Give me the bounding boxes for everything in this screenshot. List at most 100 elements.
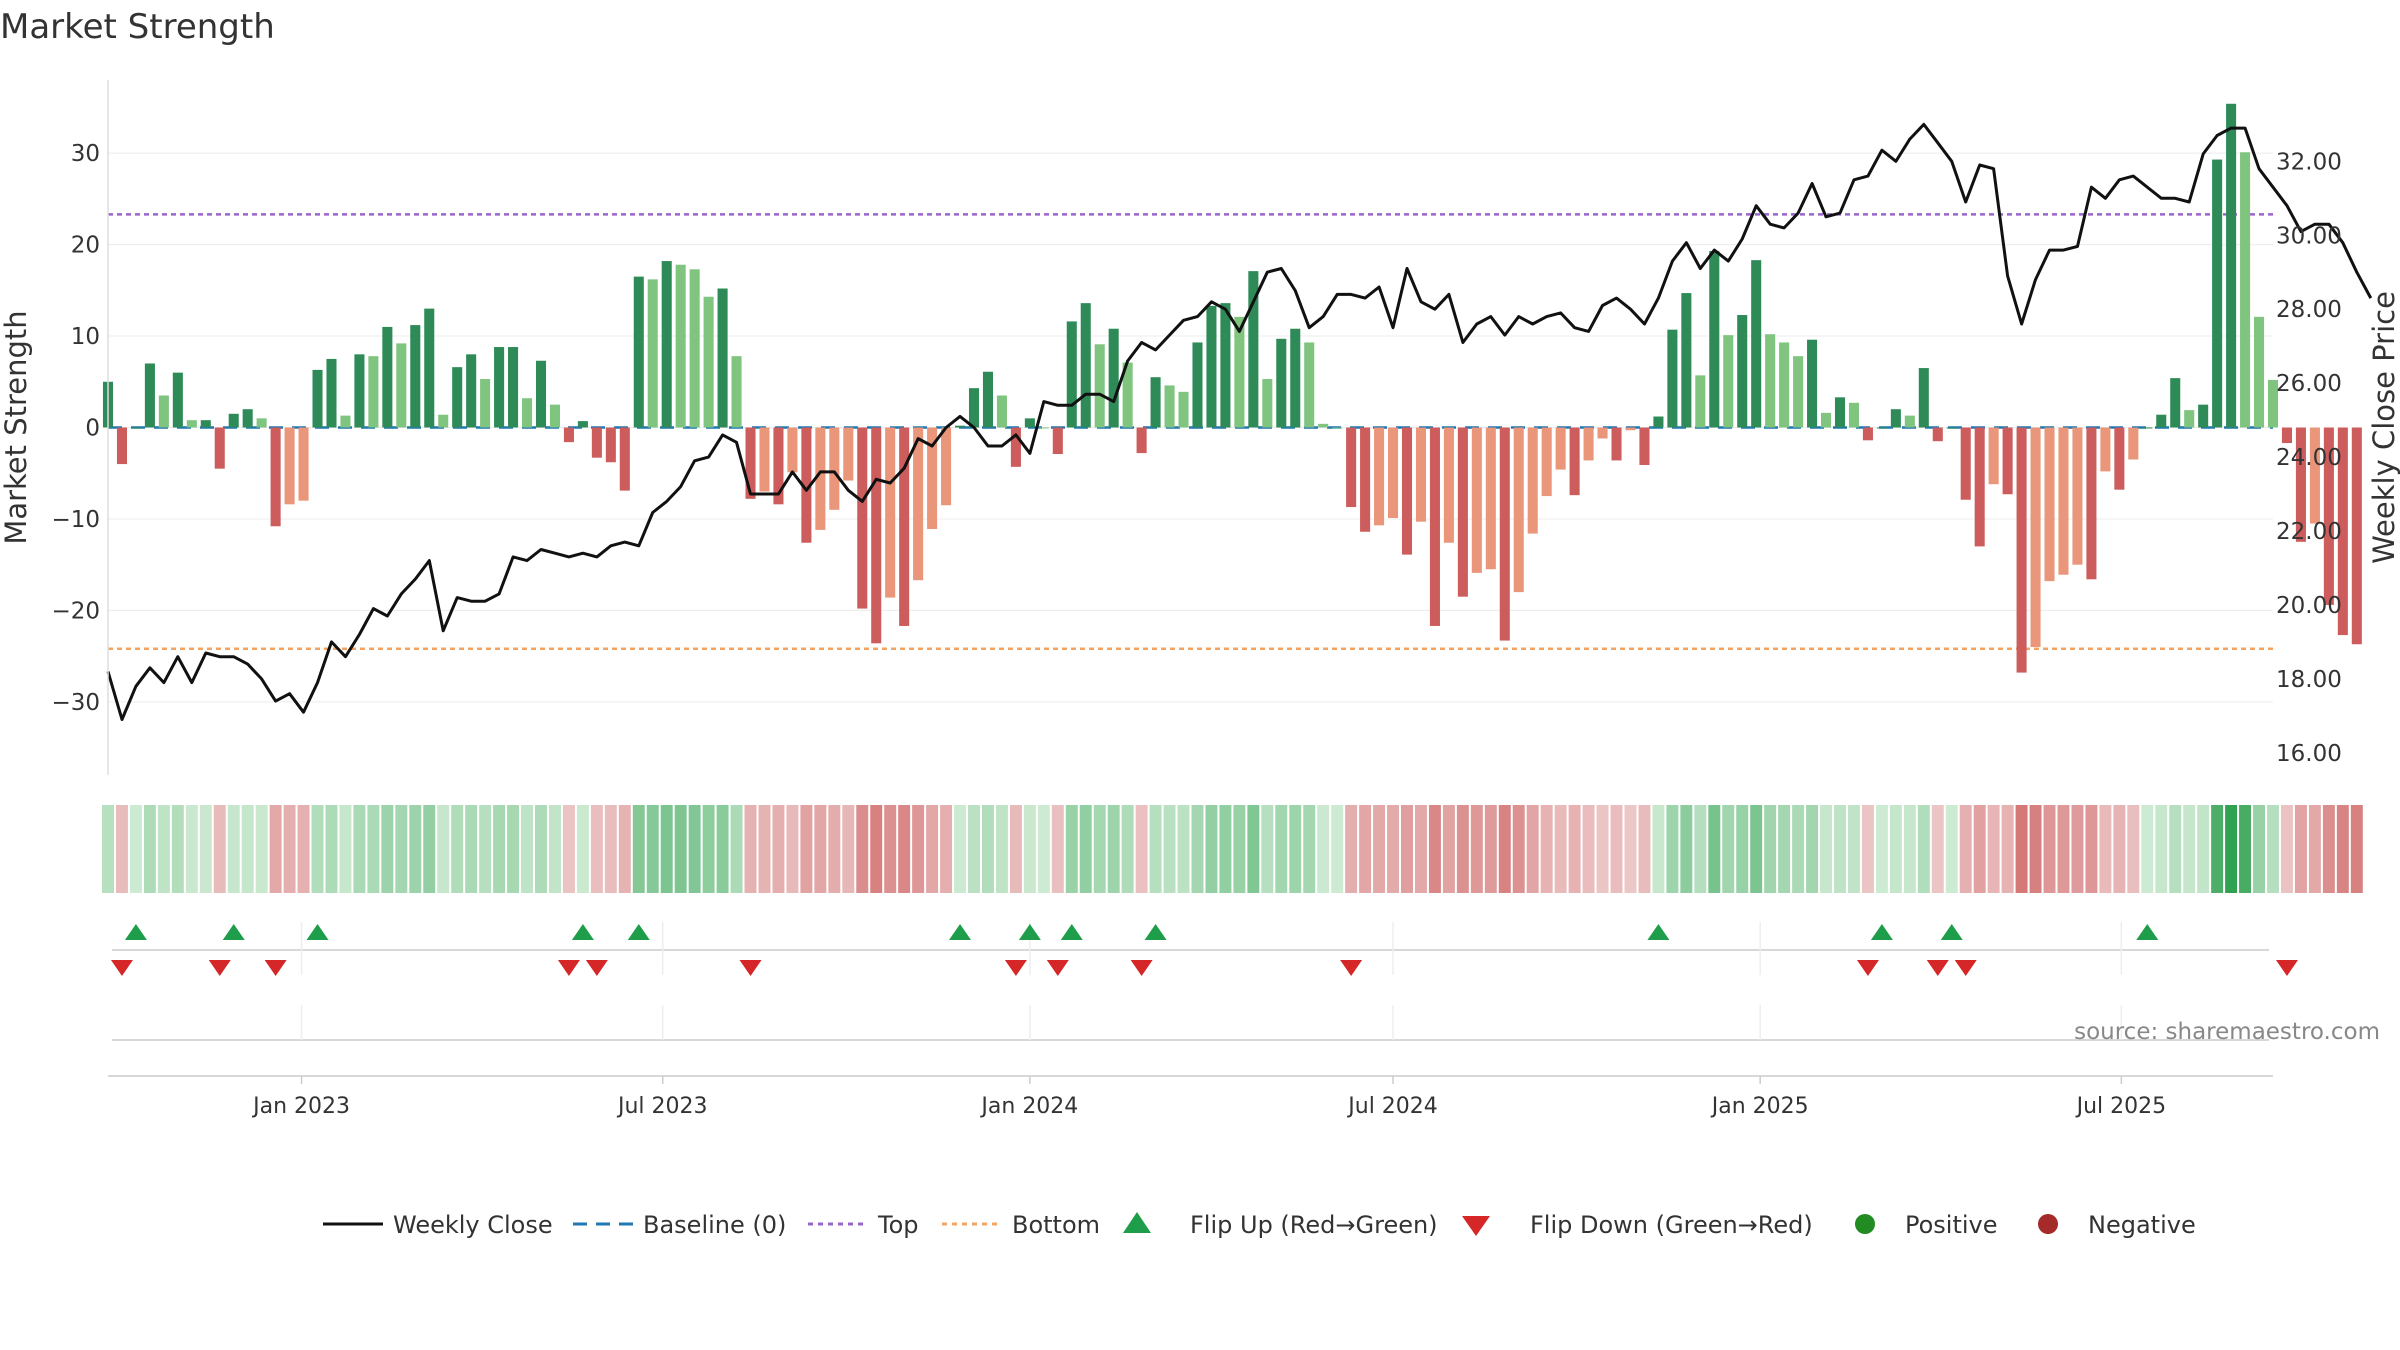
heat-cell [1680,805,1693,893]
heat-cell [2001,805,2014,893]
heat-cell [1401,805,1413,893]
strength-bar [1639,427,1650,465]
heat-cell [2071,805,2084,893]
strength-bar [1695,375,1706,428]
flip-down-marker [1130,960,1153,976]
heat-cell [1233,805,1246,893]
left-tick-label: −20 [51,598,100,624]
heat-cell [297,805,310,893]
heat-cell [1191,805,1204,893]
heat-cell [1722,805,1735,893]
heat-cell [562,805,575,893]
strength-bar [927,427,938,530]
strength-bar [535,360,547,428]
heat-cell [632,805,645,893]
heat-cell [1750,805,1763,893]
strength-bar [1136,427,1147,454]
heat-cell [102,805,114,893]
heat-cell [1875,805,1888,893]
strength-bar [424,308,435,428]
heat-cell [590,805,603,893]
strength-bar [508,347,519,428]
heat-cell [213,805,226,893]
heat-cell [1512,805,1525,893]
x-tick-label: Jul 2025 [2075,1094,2167,1119]
heat-cell [1540,805,1553,893]
x-tick-label: Jul 2023 [616,1094,708,1119]
heat-cell [1470,805,1483,893]
strength-bar [1653,416,1664,428]
legend-flip-up-icon [1123,1212,1151,1233]
flip-down-marker [739,960,762,976]
strength-bar [591,427,602,458]
x-tick-label: Jul 2024 [1346,1094,1438,1119]
heat-cell [1652,805,1665,893]
heat-cell [730,805,743,893]
strength-bar [675,264,686,428]
heat-cell [1037,805,1050,893]
flip-down-marker [1046,960,1069,976]
strength-bar [1262,379,1273,428]
heat-cell [981,805,994,893]
heat-cell [674,805,687,893]
strength-bar [452,367,463,428]
strength-bar [1974,427,1985,547]
legend: Weekly Close Baseline (0) Top Bottom Fli… [323,1211,2196,1239]
legend-positive-icon [1855,1214,1875,1234]
strength-bar [2058,427,2069,575]
heat-cell [395,805,408,893]
flip-down-marker [1340,960,1363,976]
heat-cell [115,805,128,893]
heat-cell [1414,805,1427,893]
heat-cell [367,805,380,893]
heat-cell [1107,805,1120,893]
strength-bar [1429,427,1440,626]
heat-cell [2029,805,2042,893]
legend-weekly-close: Weekly Close [393,1211,553,1239]
heat-cell [1987,805,2000,893]
heat-cell [1820,805,1833,893]
right-tick-label: 20.00 [2276,593,2342,619]
strength-bar [787,427,798,473]
heat-cell [1373,805,1386,893]
heat-cell [940,805,953,893]
legend-top: Top [877,1211,919,1239]
strength-bar [1890,409,1901,428]
strength-bar [731,356,742,428]
heat-cell [1009,805,1022,893]
strength-bar [1290,328,1301,428]
strength-bar [1569,427,1580,496]
strength-bar [494,347,505,428]
left-axis-title: Market Strength [0,310,33,544]
heat-cell [1889,805,1902,893]
strength-bar [438,414,449,428]
heat-cell [1359,805,1372,893]
strength-bar [1346,427,1357,508]
heat-cell [926,805,939,893]
heat-cell [1596,805,1609,893]
heat-cell [1973,805,1986,893]
heat-cell [968,805,980,893]
heat-cell [2350,805,2363,893]
flip-down-marker [1856,960,1879,976]
heat-cell [437,805,450,893]
strength-bar [186,420,197,428]
heat-cell [1903,805,1916,893]
strength-bar [1988,427,1999,485]
heat-cell [954,805,967,893]
heat-cell [618,805,631,893]
strength-bars [102,103,2362,673]
x-axis: Jan 2023 Jul 2023 Jan 2024 Jul 2024 Jan 2025… [108,1075,2273,1119]
heat-cell [1317,805,1330,893]
heat-cell [2141,805,2154,893]
heat-cell [2057,805,2070,893]
strength-bar [885,427,896,598]
heat-cell [2267,805,2279,893]
heat-cell [2197,805,2210,893]
flip-down-marker [110,960,133,976]
strength-bar [270,427,281,527]
heat-cell [660,805,673,893]
strength-bar [396,343,407,428]
heat-cell [828,805,841,893]
strength-bar [1318,423,1329,428]
